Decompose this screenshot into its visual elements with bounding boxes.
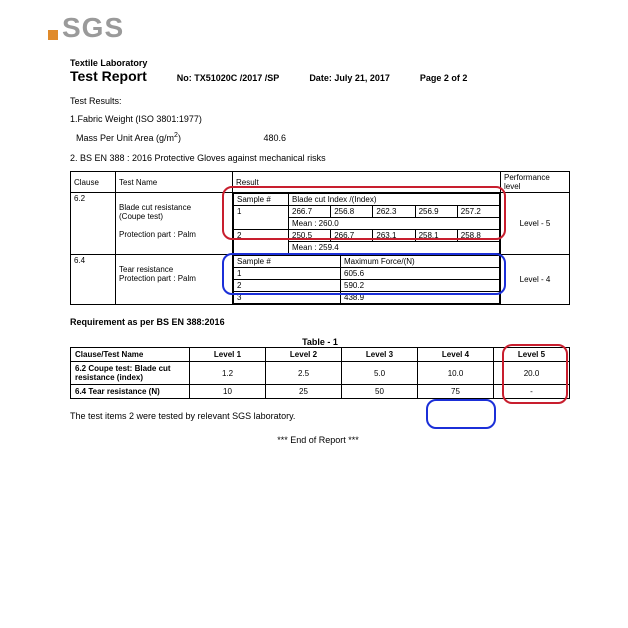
mass-label: Mass Per Unit Area (g/m	[76, 133, 174, 143]
mass-row: Mass Per Unit Area (g/m2) 480.6	[70, 132, 596, 143]
requirement-heading: Requirement as per BS EN 388:2016	[70, 317, 596, 327]
lab-name: Textile Laboratory	[70, 58, 596, 68]
hdr-result: Result	[233, 172, 501, 193]
hdr-perf: Performance level	[501, 172, 570, 193]
clause-62: 6.2	[71, 193, 116, 255]
section2-heading: 2. BS EN 388 : 2016 Protective Gloves ag…	[70, 153, 596, 163]
logo-text: SGS	[62, 12, 124, 44]
perf62: Level - 5	[501, 193, 570, 255]
hdr-testname: Test Name	[116, 172, 233, 193]
table1-caption: Table - 1	[70, 337, 570, 347]
mass-value: 480.6	[263, 133, 286, 143]
hdr-clause: Clause	[71, 172, 116, 193]
result64-cell: Sample # Maximum Force/(N) 1605.6 2590.2…	[233, 255, 501, 305]
end-of-report: *** End of Report ***	[40, 435, 596, 445]
footer-note: The test items 2 were tested by relevant…	[70, 411, 596, 421]
perf64: Level - 4	[501, 255, 570, 305]
test-results-heading: Test Results:	[70, 96, 596, 106]
requirement-table: Clause/Test Name Level 1 Level 2 Level 3…	[70, 347, 570, 399]
sgs-logo: SGS	[48, 12, 596, 44]
result62-cell: Sample # Blade cut Index /(Index) 1 266.…	[233, 193, 501, 255]
title-row: Test Report No: TX51020C /2017 /SP Date:…	[70, 68, 596, 84]
test64-name: Tear resistance Protection part : Palm	[116, 255, 233, 305]
report-no: No: TX51020C /2017 /SP	[177, 73, 280, 83]
test62-name: Blade cut resistance (Coupe test) Protec…	[116, 193, 233, 255]
clause-64: 6.4	[71, 255, 116, 305]
report-title: Test Report	[70, 68, 147, 84]
report-date: Date: July 21, 2017	[309, 73, 390, 83]
fabric-weight-heading: 1.Fabric Weight (ISO 3801:1977)	[70, 114, 596, 124]
results-table: Clause Test Name Result Performance leve…	[70, 171, 570, 305]
logo-square	[48, 30, 58, 40]
report-page: Page 2 of 2	[420, 73, 468, 83]
